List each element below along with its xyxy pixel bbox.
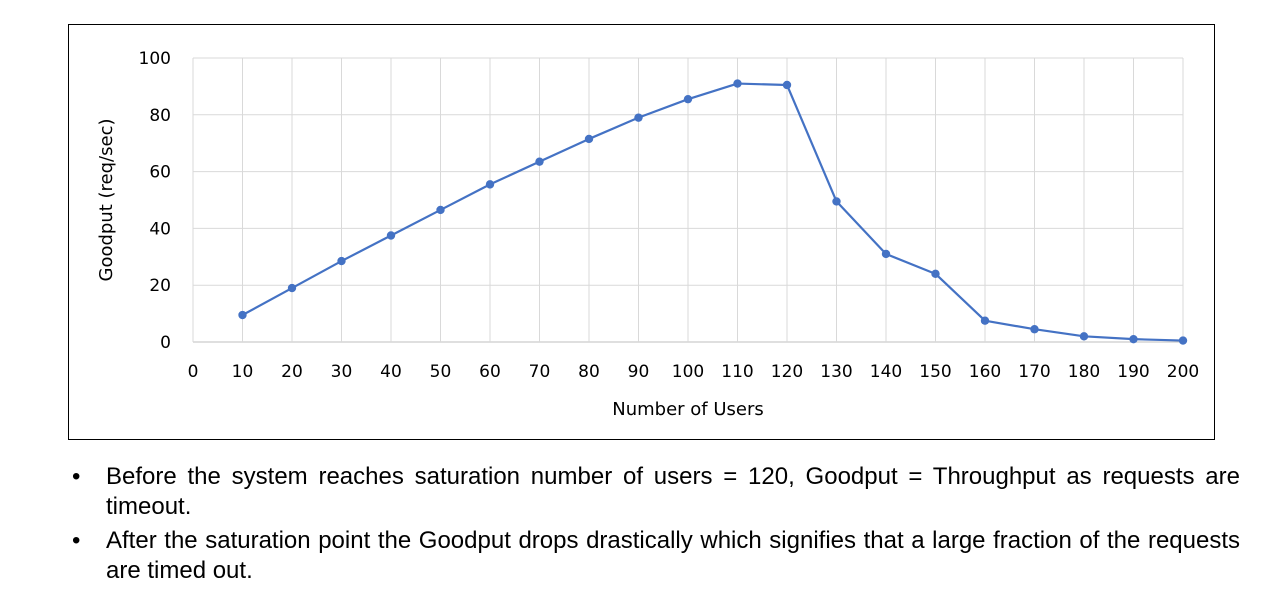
x-tick-label: 120 (771, 362, 803, 382)
y-tick-label: 40 (149, 219, 171, 239)
data-point (1129, 334, 1138, 344)
data-point (386, 231, 396, 240)
x-tick-label: 130 (820, 362, 852, 382)
x-tick-label: 80 (578, 362, 600, 382)
x-tick-label: 200 (1167, 362, 1199, 382)
data-point (584, 134, 594, 144)
data-point (683, 94, 693, 104)
data-point (485, 180, 495, 189)
x-tick-label: 140 (870, 362, 902, 382)
x-tick-label: 0 (188, 362, 199, 382)
data-point (832, 197, 841, 206)
note-text: Before the system reaches saturation num… (106, 463, 1240, 520)
x-tick-label: 90 (628, 362, 650, 382)
x-axis-title: Number of Users (612, 399, 764, 420)
y-tick-label: 0 (160, 333, 171, 353)
grid-layer (192, 57, 1184, 343)
x-tick-label: 170 (1018, 362, 1050, 382)
x-tick-label: 100 (672, 362, 704, 382)
x-tick-label: 180 (1068, 362, 1100, 382)
y-tick-labels: 0 20 40 60 80 100 (139, 49, 171, 353)
data-point (287, 283, 297, 293)
note-item: • After the saturation point the Goodput … (72, 526, 1240, 586)
x-tick-label: 30 (331, 362, 353, 382)
series-line (241, 82, 1184, 342)
data-point (881, 249, 891, 259)
y-tick-label: 20 (149, 276, 171, 296)
note-text: After the saturation point the Goodput d… (106, 527, 1240, 584)
series-layer (238, 79, 1188, 345)
data-point (980, 316, 990, 325)
x-tick-label: 60 (479, 362, 501, 382)
data-point (634, 113, 643, 122)
x-tick-label: 20 (281, 362, 303, 382)
x-tick-label: 10 (232, 362, 254, 382)
goodput-chart: 0 20 40 60 80 100 0 10 20 30 40 50 60 70 80 90 100 110 12… (96, 49, 1200, 420)
bullet-icon: • (72, 527, 81, 554)
x-tick-label: 160 (969, 362, 1001, 382)
data-point (436, 205, 445, 215)
notes-list: • Before the system reaches saturation nu… (72, 462, 1240, 590)
x-tick-label: 110 (721, 362, 753, 382)
bullet-icon: • (72, 463, 81, 490)
x-tick-label: 50 (430, 362, 452, 382)
data-point (337, 256, 346, 266)
x-tick-label: 150 (919, 362, 951, 382)
data-point (238, 310, 247, 320)
note-item: • Before the system reaches saturation nu… (72, 462, 1240, 522)
chart-frame: 0 20 40 60 80 100 0 10 20 30 40 50 60 70 80 90 100 110 12… (68, 24, 1215, 440)
x-tick-label: 70 (529, 362, 551, 382)
x-tick-labels: 0 10 20 30 40 50 60 70 80 90 100 110 120 130 140 150 160… (188, 362, 1200, 382)
data-point (931, 269, 940, 279)
data-point (1079, 332, 1089, 341)
x-tick-label: 190 (1117, 362, 1149, 382)
data-point (782, 80, 792, 90)
data-point (535, 157, 544, 166)
y-tick-label: 60 (149, 163, 171, 183)
x-tick-label: 40 (380, 362, 402, 382)
y-tick-label: 100 (139, 49, 171, 69)
y-axis-title: Goodput (req/sec) (96, 119, 117, 282)
data-point (733, 79, 742, 88)
data-point (1030, 325, 1039, 334)
y-tick-label: 80 (149, 106, 171, 126)
data-point (1178, 336, 1188, 345)
